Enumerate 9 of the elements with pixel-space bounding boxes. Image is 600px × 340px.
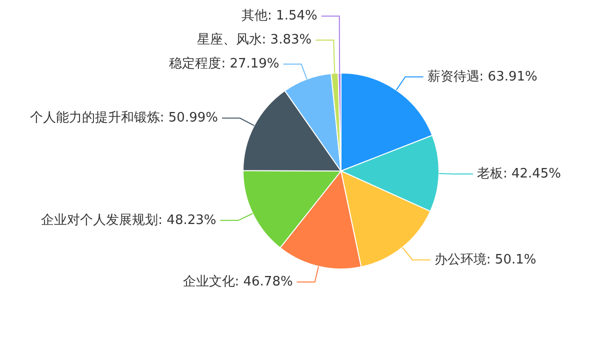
slice-label: 办公环境: 50.1%: [434, 251, 536, 268]
slice-label: 其他: 1.54%: [242, 8, 318, 24]
slice-label: 个人能力的提升和锻炼: 50.99%: [30, 110, 218, 126]
slice-label: 星座、风水: 3.83%: [196, 32, 312, 48]
slice-label: 薪资待遇: 63.91%: [427, 69, 538, 84]
slice-label: 企业文化: 46.78%: [182, 274, 293, 290]
slice-label: 企业对个人发展规划: 48.23%: [41, 212, 216, 228]
slice-label: 稳定程度: 27.19%: [169, 56, 280, 72]
slice-label: 老板: 42.45%: [476, 166, 562, 182]
